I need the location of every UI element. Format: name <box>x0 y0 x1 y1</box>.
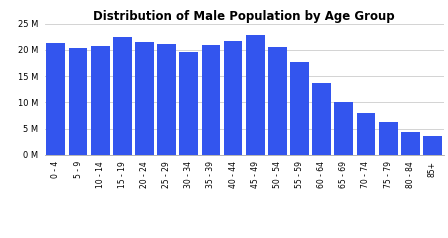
Bar <box>91 46 110 155</box>
Bar <box>135 42 154 155</box>
Bar <box>401 132 420 155</box>
Bar <box>423 136 442 155</box>
Bar <box>334 102 353 155</box>
Title: Distribution of Male Population by Age Group: Distribution of Male Population by Age G… <box>93 10 395 23</box>
Bar <box>202 45 220 155</box>
Bar <box>312 83 331 155</box>
Bar <box>268 47 287 155</box>
Bar <box>224 40 242 155</box>
Bar <box>179 52 198 155</box>
Bar <box>157 44 176 155</box>
Bar <box>246 35 265 155</box>
Bar <box>47 43 65 155</box>
Bar <box>290 62 309 155</box>
Bar <box>69 48 87 155</box>
Bar <box>379 122 397 155</box>
Bar <box>357 113 375 155</box>
Bar <box>113 37 132 155</box>
